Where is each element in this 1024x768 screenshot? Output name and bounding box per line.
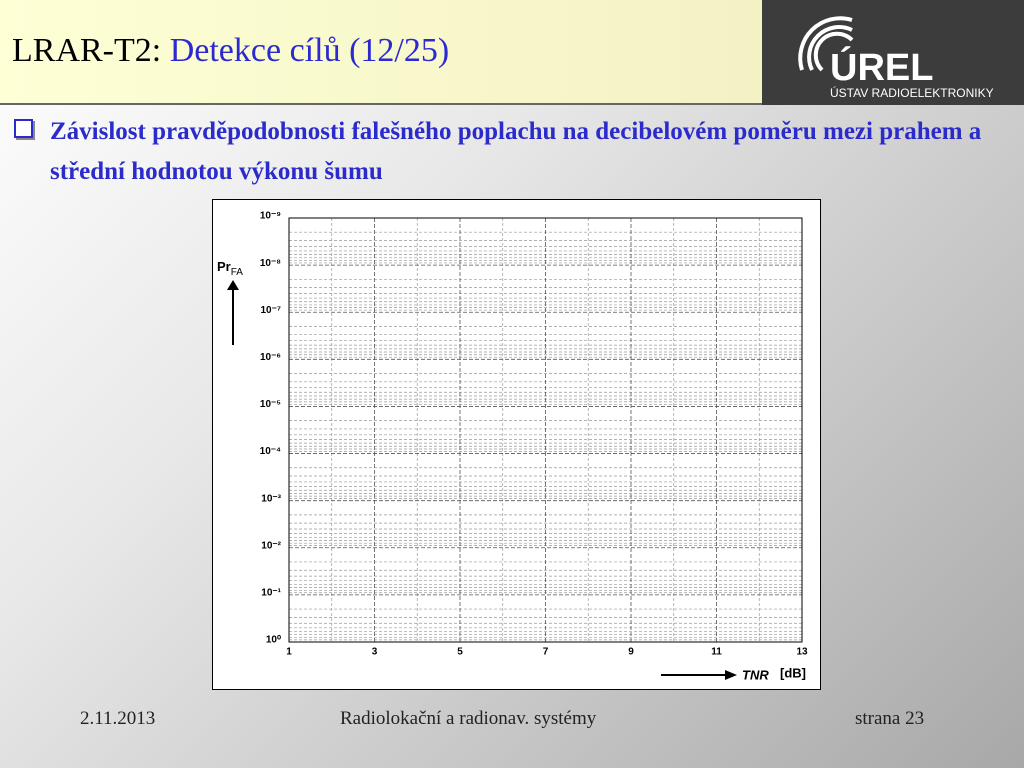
title-text: Detekce cílů (12/25) <box>169 32 450 69</box>
y-tick-label: 10⁻¹ <box>261 588 281 599</box>
bullet-marker <box>14 119 33 138</box>
y-label-sub: FA <box>231 267 244 278</box>
y-tick-label: 10⁻² <box>261 540 281 551</box>
slide-title: LRAR-T2: Detekce cílů (12/25) <box>12 32 449 70</box>
x-tick-label: 5 <box>457 647 463 658</box>
x-axis-label: TNR <box>742 667 769 682</box>
logo: ÚREL ÚSTAV RADIOELEKTRONIKY <box>762 0 1024 105</box>
footer-course: Radiolokační a radionav. systémy <box>340 708 597 729</box>
y-tick-label: 10⁻⁸ <box>260 258 281 269</box>
y-arrowhead <box>227 280 239 290</box>
y-tick-label: 10⁻⁵ <box>260 399 281 410</box>
chart: PrFA TNR [dB] 10⁰ 10⁻¹ 10⁻² 10⁻³ 10⁻⁴ 10⁻⁵ 10⁻… <box>212 199 821 690</box>
x-tick-label: 3 <box>372 647 378 658</box>
y-tick-label: 10⁰ <box>266 635 281 646</box>
logo-subtitle: ÚSTAV RADIOELEKTRONIKY <box>830 85 994 100</box>
x-tick-label: 7 <box>543 647 549 658</box>
y-tick-label: 10⁻⁴ <box>260 446 281 457</box>
y-tick-label: 10⁻³ <box>261 493 281 504</box>
footer-date: 2.11.2013 <box>80 708 156 729</box>
bullet-text: Závislost pravděpodobnosti falešného pop… <box>50 118 982 185</box>
x-tick-label: 9 <box>628 647 634 658</box>
x-tick-label: 11 <box>711 647 722 658</box>
logo-arcs <box>798 16 854 72</box>
logo-name: ÚREL <box>830 45 933 89</box>
x-axis-unit: [dB] <box>780 665 806 680</box>
plot-frame <box>288 217 803 643</box>
x-arrowhead <box>725 670 737 680</box>
y-tick-label: 10⁻⁷ <box>260 305 281 316</box>
x-tick-label: 13 <box>796 647 808 658</box>
title-bar <box>0 0 762 105</box>
footer-page: strana 23 <box>855 708 925 729</box>
y-tick-label: 10⁻⁶ <box>260 352 281 363</box>
x-tick-label: 1 <box>286 647 292 658</box>
y-axis-label: PrFA <box>217 259 243 277</box>
y-label-main: Pr <box>217 259 231 274</box>
y-tick-label: 10⁻⁹ <box>260 211 281 222</box>
title-prefix: LRAR-T2: <box>12 32 162 69</box>
